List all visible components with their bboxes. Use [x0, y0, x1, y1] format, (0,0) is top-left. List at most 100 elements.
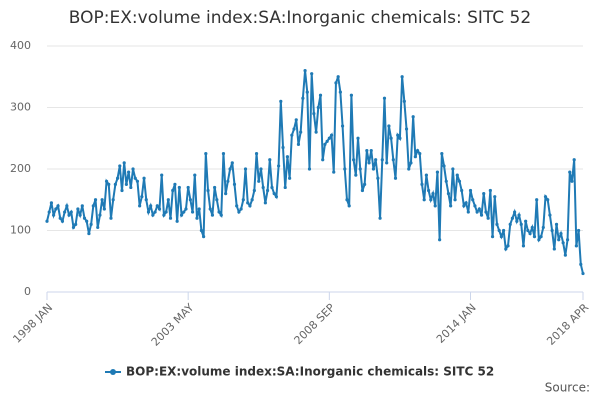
point [374, 158, 378, 162]
point [327, 136, 331, 140]
point [539, 235, 543, 239]
point [78, 213, 82, 217]
point [272, 192, 276, 196]
point [171, 188, 175, 193]
point [519, 222, 523, 226]
point [438, 238, 442, 242]
point [303, 69, 307, 73]
point [283, 185, 287, 190]
point [550, 228, 554, 233]
point [98, 213, 102, 217]
point [468, 188, 473, 193]
point [360, 188, 365, 193]
x-tick-label: 1998 JAN [10, 301, 55, 346]
point [568, 170, 572, 174]
point [228, 167, 232, 171]
point [224, 192, 228, 196]
point [411, 115, 415, 119]
point [96, 225, 100, 230]
point [561, 241, 565, 245]
point [217, 210, 221, 214]
point [219, 213, 223, 217]
point [65, 204, 69, 208]
point [460, 188, 464, 193]
point [133, 176, 137, 180]
point [56, 204, 60, 208]
point [579, 262, 583, 266]
point [482, 192, 486, 196]
point [376, 176, 380, 180]
point [151, 213, 155, 217]
point [188, 198, 192, 202]
point [312, 112, 316, 116]
point [166, 198, 170, 202]
point [243, 167, 248, 171]
point [296, 142, 301, 146]
point [288, 176, 292, 180]
point [237, 210, 241, 214]
point [385, 161, 389, 165]
legend-marker [110, 369, 116, 375]
point [530, 225, 534, 230]
point [54, 207, 58, 211]
point [155, 204, 159, 208]
point [80, 204, 84, 208]
point [285, 155, 290, 159]
point [334, 81, 338, 85]
point [572, 158, 576, 162]
point [424, 173, 428, 177]
source: Source: [545, 381, 590, 395]
point [479, 213, 484, 217]
point [160, 173, 164, 177]
x-tick-label: 2008 SEP [292, 301, 338, 347]
point [429, 198, 433, 202]
point [279, 99, 283, 103]
point [318, 93, 323, 97]
point [310, 72, 314, 76]
point [444, 179, 448, 183]
point [76, 207, 80, 211]
point [393, 176, 398, 180]
point [153, 210, 157, 214]
point [369, 148, 373, 153]
legend-label: BOP:EX:volume index:SA:Inorganic chemica… [126, 365, 494, 379]
point [475, 210, 479, 214]
point [466, 210, 470, 214]
point [413, 155, 417, 159]
point [197, 207, 201, 211]
point [462, 204, 466, 208]
point [400, 75, 404, 79]
x-tick-label: 2018 APR [544, 301, 591, 348]
point [157, 207, 162, 211]
point [464, 201, 468, 205]
point [63, 210, 67, 214]
point [118, 164, 122, 168]
point [451, 167, 455, 171]
y-tick-label: 0 [24, 285, 31, 298]
point [398, 136, 402, 140]
point [506, 244, 510, 248]
point [301, 96, 305, 100]
point [363, 182, 367, 186]
point [140, 195, 144, 199]
point [442, 164, 446, 168]
point [162, 213, 166, 217]
point [541, 225, 545, 230]
point [336, 75, 340, 79]
point [409, 161, 413, 165]
point [144, 198, 148, 202]
point [347, 204, 351, 208]
point [206, 188, 210, 193]
point [404, 127, 409, 131]
point [294, 118, 298, 122]
point [528, 231, 532, 236]
point [576, 228, 581, 233]
point [254, 152, 259, 156]
point [484, 210, 488, 214]
point [193, 173, 197, 177]
point [246, 201, 250, 205]
point [274, 195, 278, 199]
point [168, 216, 173, 220]
point [433, 204, 437, 208]
